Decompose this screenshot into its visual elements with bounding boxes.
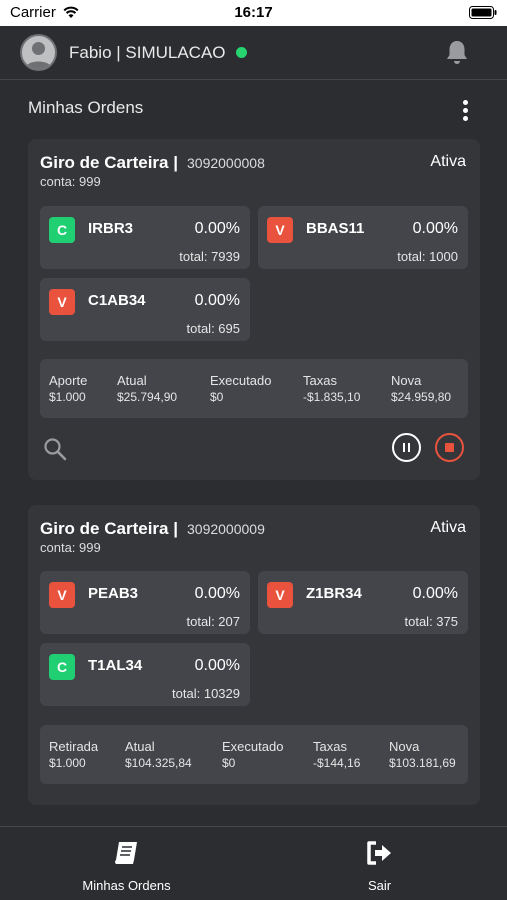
order-title: Giro de Carteira | (40, 519, 178, 538)
user-name: Fabio | SIMULACAO (69, 43, 226, 62)
summary-value: -$144,16 (313, 756, 361, 770)
notification-bell-icon[interactable] (443, 38, 471, 71)
book-icon (0, 839, 253, 872)
asset-ticker: BBAS11 (306, 220, 365, 237)
asset-item[interactable]: C T1AL34 0.00% total: 10329 (40, 643, 250, 706)
summary-value: -$1.835,10 (303, 390, 361, 404)
tab-minhas-ordens[interactable]: Minhas Ordens (0, 827, 253, 900)
summary-item: Atual $25.794,90 (117, 373, 177, 404)
summary-item: Retirada $1.000 (49, 739, 98, 770)
order-id: 3092000009 (187, 521, 265, 537)
user-avatar-icon (25, 42, 52, 69)
summary-label: Taxas (313, 739, 347, 754)
buy-badge: C (49, 654, 75, 680)
asset-total: total: 375 (404, 614, 459, 629)
summary-value: $0 (210, 390, 224, 404)
asset-item[interactable]: C IRBR3 0.00% total: 7939 (40, 206, 250, 269)
order-card: Giro de Carteira | 3092000009 conta: 999… (28, 505, 480, 805)
summary-item: Executado $0 (222, 739, 283, 770)
summary-label: Atual (117, 373, 147, 388)
status-bar: Carrier 16:17 (0, 0, 507, 26)
asset-total: total: 1000 (397, 249, 458, 264)
summary-label: Retirada (49, 739, 99, 754)
page-title: Minhas Ordens (28, 98, 144, 117)
order-status: Ativa (430, 519, 466, 536)
sell-badge: V (267, 582, 293, 608)
order-summary: Aporte $1.000 Atual $25.794,90 Executado… (40, 359, 468, 418)
asset-item[interactable]: V C1AB34 0.00% total: 695 (40, 278, 250, 341)
asset-item[interactable]: V BBAS11 0.00% total: 1000 (258, 206, 468, 269)
summary-value: $1.000 (49, 756, 86, 770)
order-status: Ativa (430, 153, 466, 170)
asset-ticker: PEAB3 (88, 585, 139, 602)
app-header: Fabio | SIMULACAO (0, 26, 507, 80)
summary-label: Executado (222, 739, 284, 754)
summary-item: Atual $104.325,84 (125, 739, 192, 770)
stop-button[interactable] (435, 433, 464, 462)
sign-out-icon (253, 839, 506, 872)
summary-value: $103.181,69 (389, 756, 456, 770)
summary-value: $25.794,90 (117, 390, 178, 404)
clock: 16:17 (234, 4, 273, 21)
summary-item: Taxas -$1.835,10 (303, 373, 360, 404)
asset-percent: 0.00% (412, 220, 458, 237)
summary-value: $1.000 (49, 390, 86, 404)
order-summary: Retirada $1.000 Atual $104.325,84 Execut… (40, 725, 468, 784)
pause-button[interactable] (392, 433, 421, 462)
buy-badge: C (49, 217, 75, 243)
summary-item: Aporte $1.000 (49, 373, 87, 404)
sell-badge: V (267, 217, 293, 243)
asset-total: total: 10329 (172, 686, 240, 701)
order-id: 3092000008 (187, 155, 265, 171)
summary-item: Nova $24.959,80 (391, 373, 451, 404)
asset-percent: 0.00% (194, 657, 240, 674)
summary-label: Taxas (303, 373, 337, 388)
carrier-label: Carrier (10, 4, 56, 21)
asset-percent: 0.00% (412, 585, 458, 602)
asset-item[interactable]: V Z1BR34 0.00% total: 375 (258, 571, 468, 634)
asset-item[interactable]: V PEAB3 0.00% total: 207 (40, 571, 250, 634)
wifi-icon (62, 5, 80, 24)
summary-label: Atual (125, 739, 155, 754)
summary-label: Nova (391, 373, 422, 388)
asset-ticker: IRBR3 (88, 220, 134, 237)
order-card: Giro de Carteira | 3092000008 conta: 999… (28, 139, 480, 480)
summary-label: Executado (210, 373, 272, 388)
order-account: conta: 999 (40, 174, 101, 189)
summary-item: Executado $0 (210, 373, 271, 404)
battery-icon (469, 6, 497, 24)
asset-total: total: 207 (186, 614, 241, 629)
avatar[interactable] (20, 34, 57, 71)
more-options-icon[interactable] (458, 100, 472, 124)
summary-value: $104.325,84 (125, 756, 192, 770)
asset-percent: 0.00% (194, 585, 240, 602)
tab-label: Minhas Ordens (82, 878, 171, 893)
sell-badge: V (49, 582, 75, 608)
asset-total: total: 695 (186, 321, 241, 336)
online-status-dot (236, 47, 247, 58)
asset-percent: 0.00% (194, 220, 240, 237)
asset-ticker: T1AL34 (88, 657, 143, 674)
summary-label: Aporte (49, 373, 88, 388)
summary-value: $24.959,80 (391, 390, 452, 404)
summary-value: $0 (222, 756, 236, 770)
search-icon[interactable] (42, 436, 68, 467)
order-title: Giro de Carteira | (40, 153, 178, 172)
summary-label: Nova (389, 739, 420, 754)
asset-total: total: 7939 (179, 249, 240, 264)
sell-badge: V (49, 289, 75, 315)
summary-item: Taxas -$144,16 (313, 739, 360, 770)
tab-label: Sair (367, 878, 392, 893)
asset-ticker: Z1BR34 (306, 585, 362, 602)
tab-sair[interactable]: Sair (253, 827, 506, 900)
order-account: conta: 999 (40, 540, 101, 555)
asset-ticker: C1AB34 (88, 292, 146, 309)
asset-percent: 0.00% (194, 292, 240, 309)
tab-bar: Minhas Ordens Sair (0, 826, 507, 900)
summary-item: Nova $103.181,69 (389, 739, 456, 770)
